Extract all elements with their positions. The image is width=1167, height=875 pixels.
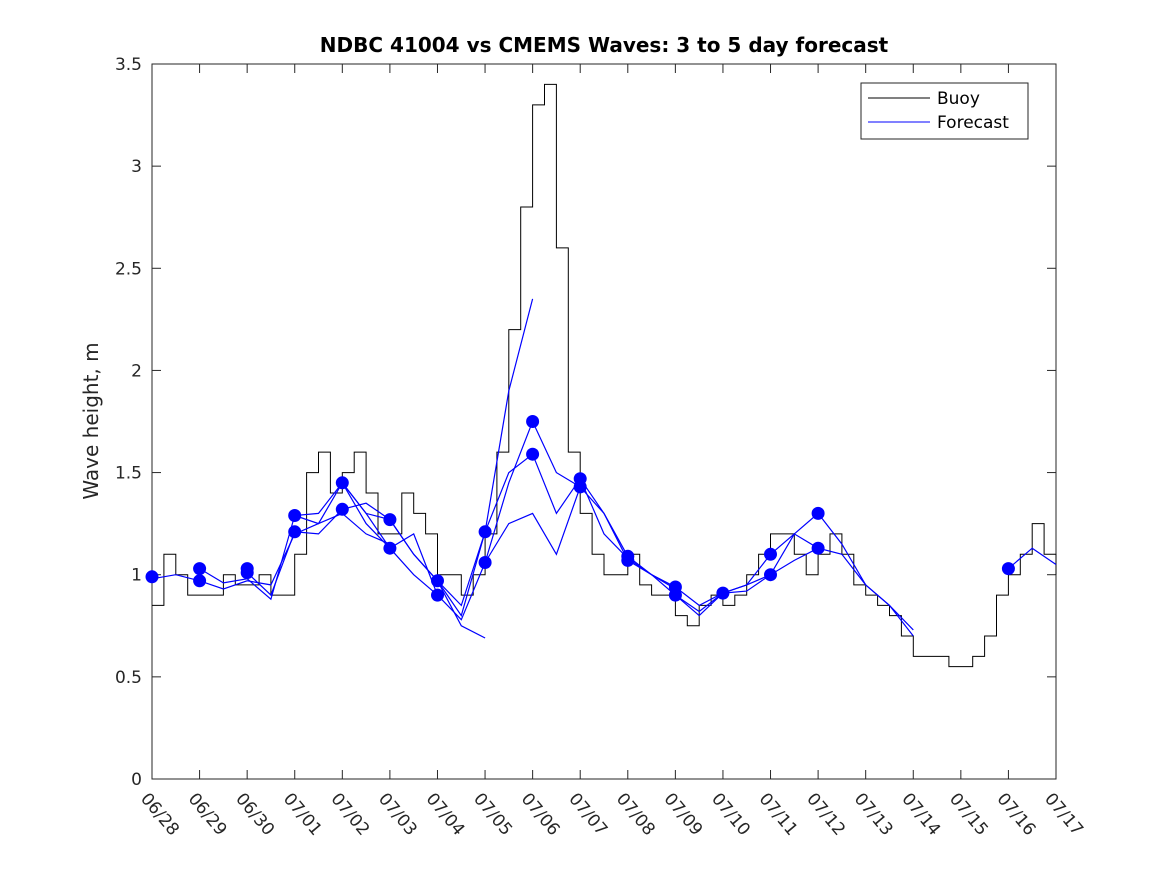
x-tick-label: 07/03 bbox=[374, 789, 421, 839]
forecast-marker bbox=[716, 586, 730, 600]
forecast-line bbox=[341, 419, 581, 621]
forecast-line bbox=[151, 512, 391, 590]
x-tick-label: 07/09 bbox=[660, 789, 707, 839]
legend-buoy-label: Buoy bbox=[937, 89, 980, 109]
forecast-marker bbox=[526, 447, 540, 461]
legend: Buoy Forecast bbox=[860, 82, 1029, 140]
y-axis-label: Wave height, m bbox=[79, 342, 103, 499]
forecast-line bbox=[1008, 547, 1057, 570]
legend-box bbox=[860, 82, 1029, 140]
forecast-marker bbox=[335, 502, 349, 516]
forecast-marker bbox=[431, 588, 444, 602]
forecast-marker bbox=[668, 588, 682, 602]
forecast-marker bbox=[145, 570, 159, 584]
x-tick-label: 06/28 bbox=[136, 789, 183, 839]
x-tick-label: 07/07 bbox=[564, 789, 611, 839]
forecast-marker bbox=[764, 568, 777, 582]
forecast-marker bbox=[335, 476, 349, 490]
forecast-marker bbox=[383, 541, 397, 555]
x-tick-label: 07/13 bbox=[850, 789, 897, 839]
forecast-line bbox=[675, 512, 914, 631]
x-tick-label: 07/08 bbox=[612, 789, 659, 839]
y-tick-label: 1.5 bbox=[115, 464, 142, 484]
x-tick-label: 06/29 bbox=[184, 789, 231, 839]
legend-forecast-label: Forecast bbox=[937, 113, 1009, 133]
x-tick-label: 07/17 bbox=[1040, 789, 1087, 839]
forecast-marker bbox=[573, 480, 587, 494]
forecast-marker bbox=[383, 513, 397, 527]
y-tick-label: 2 bbox=[131, 361, 142, 381]
forecast-line bbox=[484, 485, 724, 613]
x-tick-label: 06/30 bbox=[231, 789, 278, 839]
x-tick-label: 07/12 bbox=[802, 789, 849, 839]
forecast-line bbox=[199, 481, 439, 601]
chart-title: NDBC 41004 vs CMEMS Waves: 3 to 5 day fo… bbox=[320, 33, 889, 57]
forecast-line bbox=[579, 478, 819, 607]
x-tick-label: 07/01 bbox=[279, 789, 326, 839]
x-tick-label: 07/14 bbox=[897, 789, 944, 839]
forecast-marker bbox=[621, 553, 635, 567]
forecast-marker bbox=[193, 562, 207, 576]
forecast-line bbox=[294, 298, 534, 617]
x-tick-label: 07/02 bbox=[326, 789, 373, 839]
forecast-marker bbox=[526, 415, 540, 428]
x-tick-label: 07/10 bbox=[707, 789, 754, 839]
forecast-marker bbox=[288, 525, 302, 539]
forecast-line bbox=[246, 502, 486, 639]
x-tick-label: 07/05 bbox=[469, 789, 516, 839]
forecast-marker bbox=[288, 509, 302, 522]
x-tick-label: 07/04 bbox=[422, 789, 469, 839]
x-tick-label: 07/06 bbox=[517, 789, 564, 839]
forecast-marker bbox=[240, 566, 254, 580]
y-tick-label: 0 bbox=[131, 770, 142, 790]
forecast-marker bbox=[193, 574, 207, 588]
forecast-marker bbox=[1001, 562, 1015, 576]
x-tick-label: 07/16 bbox=[993, 789, 1040, 839]
x-tick-label: 07/11 bbox=[755, 789, 802, 839]
forecast-marker bbox=[811, 541, 825, 555]
y-tick-label: 2.5 bbox=[115, 259, 142, 279]
forecast-marker bbox=[431, 574, 444, 588]
forecast-marker bbox=[478, 556, 492, 569]
x-tick-label: 07/15 bbox=[945, 789, 992, 839]
y-tick-label: 0.5 bbox=[115, 668, 142, 688]
plot-area: 00.511.522.533.506/28 06/29 06/30 07/01 07/0… bbox=[115, 55, 1087, 840]
forecast-marker bbox=[478, 525, 492, 539]
y-tick-label: 3 bbox=[131, 157, 142, 177]
y-tick-label: 1 bbox=[131, 566, 142, 586]
forecast-line bbox=[437, 453, 676, 607]
axes-box bbox=[151, 63, 1057, 780]
y-tick-label: 3.5 bbox=[115, 55, 142, 75]
forecast-marker bbox=[764, 547, 777, 561]
buoy-line bbox=[152, 83, 1057, 668]
forecast-marker bbox=[811, 506, 825, 520]
